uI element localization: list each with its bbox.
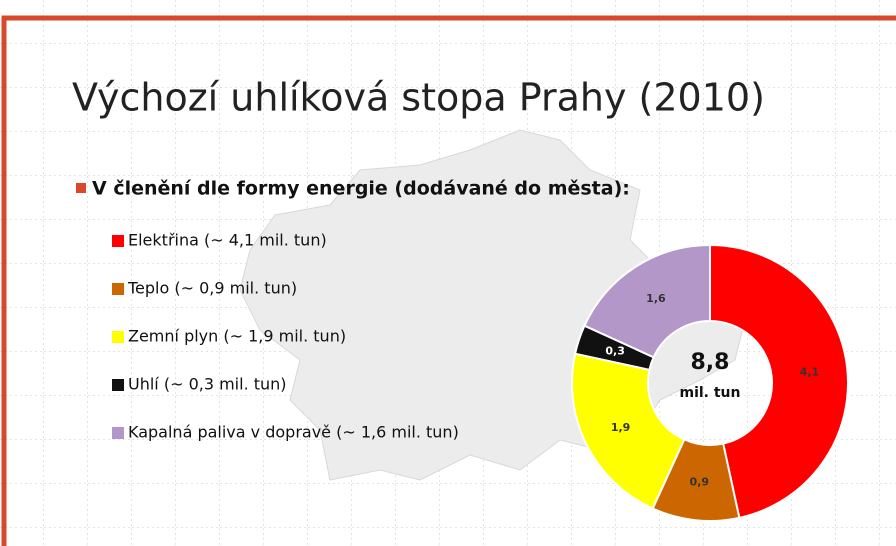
legend-label: Kapalná paliva v dopravě (~ 1,6 mil. tun… <box>128 423 459 442</box>
data-label: 1,9 <box>611 421 631 434</box>
total-value: 8,8 <box>691 350 730 375</box>
frame <box>1 15 896 546</box>
legend-swatch <box>112 379 124 391</box>
legend-swatch <box>112 427 124 439</box>
legend-swatch <box>112 331 124 343</box>
heading: V členění dle formy energie (dodávané do… <box>92 178 630 200</box>
data-label: 0,9 <box>690 475 710 488</box>
data-label: 1,6 <box>646 292 666 305</box>
donut-segment <box>571 352 686 510</box>
donut-segment <box>583 243 711 359</box>
data-label: 0,3 <box>605 344 625 357</box>
legend-label: Uhlí (~ 0,3 mil. tun) <box>128 375 287 394</box>
legend-swatch <box>112 235 124 247</box>
data-label: 4,1 <box>800 365 820 378</box>
donut-segment <box>709 243 849 520</box>
slide-title: Výchozí uhlíková stopa Prahy (2010) <box>72 76 765 120</box>
total-unit: mil. tun <box>679 385 740 401</box>
legend-label: Teplo (~ 0,9 mil. tun) <box>127 279 297 298</box>
legend-label: Zemní plyn (~ 1,9 mil. tun) <box>128 327 346 346</box>
bullet <box>76 183 86 193</box>
legend-label: Elektřina (~ 4,1 mil. tun) <box>128 231 327 250</box>
legend-swatch <box>112 283 124 295</box>
